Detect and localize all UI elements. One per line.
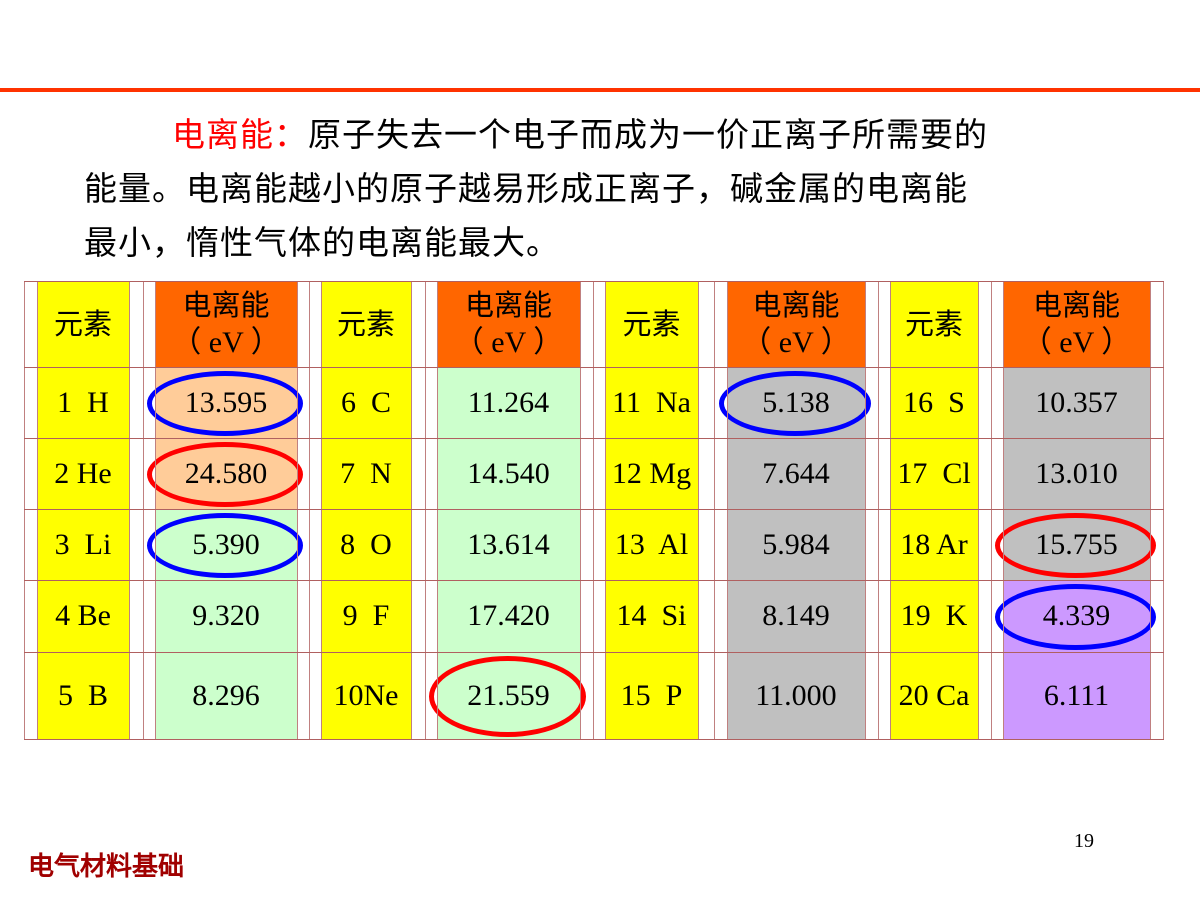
grid-line bbox=[698, 281, 699, 739]
element-cell: 1 H bbox=[37, 367, 129, 438]
header-energy: 电离能 （ eV ） bbox=[437, 281, 580, 367]
element-cell: 19 K bbox=[890, 580, 978, 652]
header-element: 元素 bbox=[321, 281, 411, 367]
course-footer: 电气材料基础 bbox=[28, 852, 185, 882]
grid-line bbox=[143, 281, 144, 739]
grid-line bbox=[605, 281, 606, 739]
energy-cell: 11.264 bbox=[437, 367, 580, 438]
grid-line bbox=[24, 281, 25, 739]
element-cell: 11 Na bbox=[605, 367, 698, 438]
header-energy-unit: （ eV ） bbox=[453, 326, 564, 359]
header-energy-label: 电离能 bbox=[1032, 288, 1120, 322]
highlight-ring bbox=[429, 656, 586, 737]
grid-line bbox=[24, 509, 1164, 510]
element-cell: 5 B bbox=[37, 652, 129, 739]
energy-cell: 11.000 bbox=[727, 652, 865, 739]
grid-line bbox=[309, 281, 310, 739]
element-cell: 8 O bbox=[321, 509, 411, 580]
paragraph-text-1: 原子失去一个电子而成为一价正离子所需要的 bbox=[308, 115, 988, 154]
header-energy-label: 电离能 bbox=[182, 288, 270, 322]
element-cell: 13 Al bbox=[605, 509, 698, 580]
highlight-ring bbox=[995, 584, 1156, 650]
grid-line bbox=[425, 281, 426, 739]
grid-line bbox=[727, 281, 728, 739]
grid-line bbox=[24, 438, 1164, 439]
element-cell: 3 Li bbox=[37, 509, 129, 580]
grid-line bbox=[878, 281, 879, 739]
element-cell: 18 Ar bbox=[890, 509, 978, 580]
grid-line bbox=[321, 281, 322, 739]
energy-cell: 6.111 bbox=[1003, 652, 1150, 739]
energy-cell: 14.540 bbox=[437, 438, 580, 509]
definition-paragraph: 电离能：原子失去一个电子而成为一价正离子所需要的 能量。电离能越小的原子越易形成… bbox=[84, 108, 1144, 270]
paragraph-line-2: 能量。电离能越小的原子越易形成正离子，碱金属的电离能 bbox=[84, 169, 968, 208]
energy-cell: 7.644 bbox=[727, 438, 865, 509]
page-number: 19 bbox=[1074, 830, 1094, 852]
grid-line bbox=[24, 739, 1164, 740]
energy-cell: 8.149 bbox=[727, 580, 865, 652]
energy-cell: 9.320 bbox=[155, 580, 297, 652]
grid-line bbox=[129, 281, 130, 739]
energy-cell: 5.984 bbox=[727, 509, 865, 580]
header-energy: 电离能 （ eV ） bbox=[1003, 281, 1150, 367]
grid-line bbox=[1003, 281, 1004, 739]
paragraph-line-1: 电离能：原子失去一个电子而成为一价正离子所需要的 bbox=[84, 108, 1144, 162]
element-cell: 9 F bbox=[321, 580, 411, 652]
grid-line bbox=[1163, 281, 1164, 739]
element-cell: 20 Ca bbox=[890, 652, 978, 739]
title-rule bbox=[0, 88, 1200, 92]
grid-line bbox=[155, 281, 156, 739]
header-energy: 电离能 （ eV ） bbox=[155, 281, 297, 367]
energy-cell: 8.296 bbox=[155, 652, 297, 739]
header-energy-unit: （ eV ） bbox=[1021, 326, 1132, 359]
grid-line bbox=[24, 652, 1164, 653]
grid-line bbox=[1150, 281, 1151, 739]
energy-cell: 10.357 bbox=[1003, 367, 1150, 438]
highlight-ring bbox=[147, 442, 303, 507]
grid-line bbox=[978, 281, 979, 739]
header-energy-label: 电离能 bbox=[464, 288, 552, 322]
energy-cell: 17.420 bbox=[437, 580, 580, 652]
grid-line bbox=[437, 281, 438, 739]
highlight-ring bbox=[995, 513, 1156, 578]
paragraph-line-3: 最小，惰性气体的电离能最大。 bbox=[84, 223, 560, 262]
energy-cell: 13.614 bbox=[437, 509, 580, 580]
element-cell: 12 Mg bbox=[605, 438, 698, 509]
grid-line bbox=[593, 281, 594, 739]
element-cell: 17 Cl bbox=[890, 438, 978, 509]
header-energy-unit: （ eV ） bbox=[741, 326, 851, 359]
element-cell: 2 He bbox=[37, 438, 129, 509]
grid-line bbox=[24, 281, 1164, 282]
element-cell: 14 Si bbox=[605, 580, 698, 652]
grid-line bbox=[991, 281, 992, 739]
grid-line bbox=[714, 281, 715, 739]
header-element: 元素 bbox=[890, 281, 978, 367]
element-cell: 4 Be bbox=[37, 580, 129, 652]
definition-term: 电离能： bbox=[172, 115, 308, 154]
grid-line bbox=[890, 281, 891, 739]
highlight-ring bbox=[719, 371, 871, 436]
header-energy-unit: （ eV ） bbox=[171, 326, 281, 359]
grid-line bbox=[865, 281, 866, 739]
highlight-ring bbox=[147, 371, 303, 436]
highlight-ring bbox=[147, 513, 303, 578]
element-cell: 10Ne bbox=[321, 652, 411, 739]
header-energy: 电离能 （ eV ） bbox=[727, 281, 865, 367]
element-cell: 16 S bbox=[890, 367, 978, 438]
grid-line bbox=[297, 281, 298, 739]
header-element: 元素 bbox=[605, 281, 698, 367]
element-cell: 6 C bbox=[321, 367, 411, 438]
grid-line bbox=[580, 281, 581, 739]
grid-line bbox=[37, 281, 38, 739]
element-cell: 7 N bbox=[321, 438, 411, 509]
header-element: 元素 bbox=[37, 281, 129, 367]
grid-line bbox=[411, 281, 412, 739]
header-energy-label: 电离能 bbox=[752, 288, 840, 322]
grid-line bbox=[24, 367, 1164, 368]
energy-cell: 13.010 bbox=[1003, 438, 1150, 509]
grid-line bbox=[24, 580, 1164, 581]
element-cell: 15 P bbox=[605, 652, 698, 739]
